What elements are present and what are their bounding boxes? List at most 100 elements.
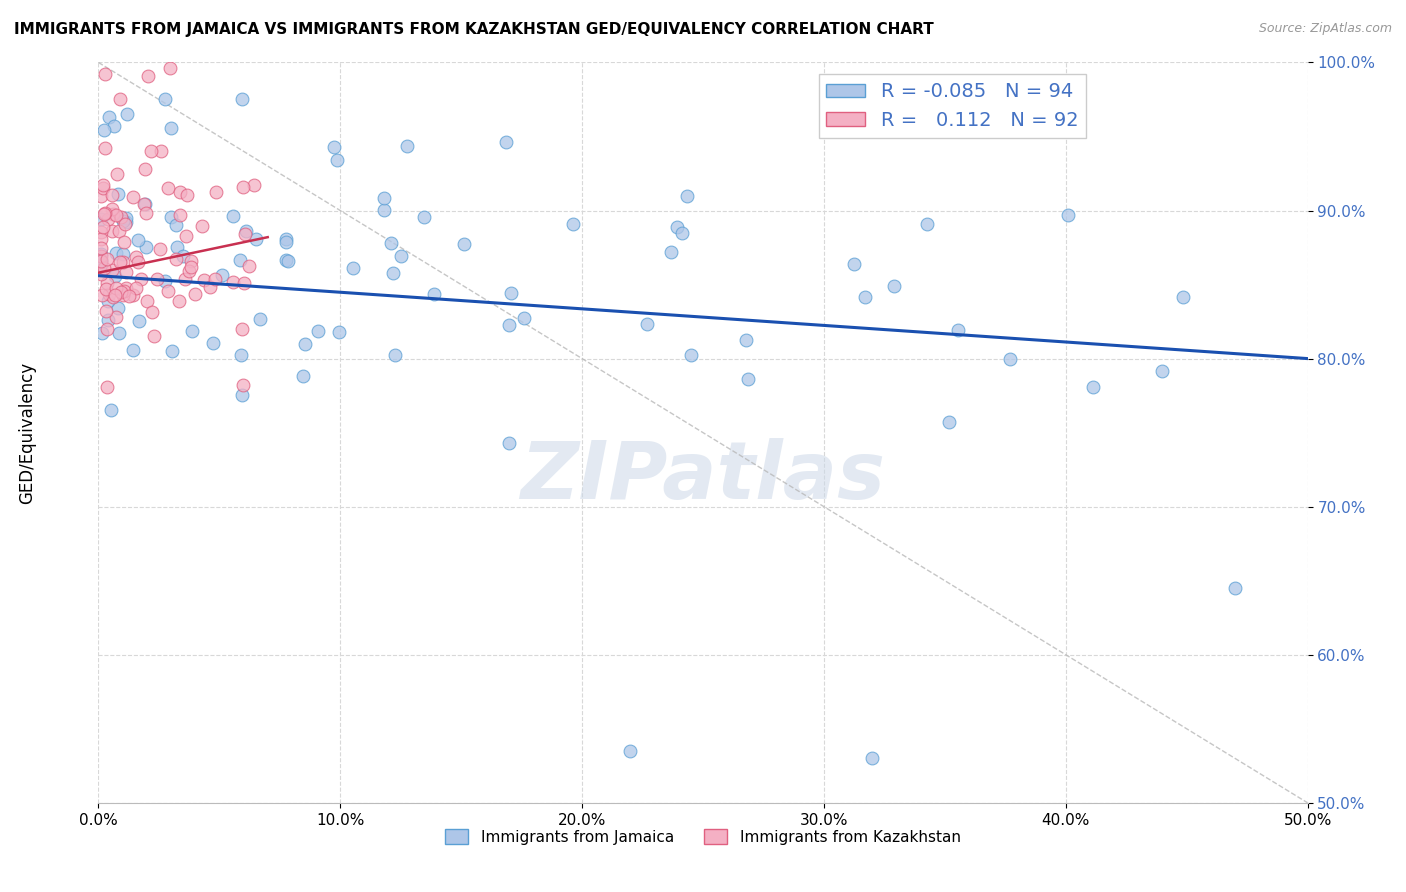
Point — [90, 189, 112, 203]
Point — [111, 213, 134, 227]
Point — [249, 311, 271, 326]
Point — [159, 62, 181, 76]
Point — [495, 135, 517, 149]
Point — [243, 178, 266, 193]
Point — [114, 217, 136, 231]
Y-axis label: GED/Equivalency: GED/Equivalency — [18, 361, 37, 504]
Point — [499, 285, 522, 300]
Point — [1056, 208, 1078, 222]
Point — [115, 107, 138, 121]
Point — [277, 253, 299, 268]
Point — [948, 322, 970, 336]
Point — [172, 250, 194, 264]
Point — [193, 273, 215, 287]
Point — [114, 211, 136, 226]
Point — [160, 210, 183, 224]
Point — [190, 219, 212, 233]
Point — [562, 217, 585, 231]
Point — [115, 281, 138, 295]
Point — [235, 224, 257, 238]
Point — [184, 286, 207, 301]
Point — [118, 289, 141, 303]
Point — [1223, 581, 1246, 595]
Point — [90, 232, 112, 246]
Point — [238, 260, 260, 274]
Point — [235, 227, 257, 241]
Point — [101, 187, 124, 202]
Point — [679, 348, 702, 362]
Point — [90, 254, 112, 268]
Point — [1081, 380, 1104, 394]
Point — [135, 206, 157, 220]
Point — [105, 167, 128, 181]
Point — [384, 348, 406, 362]
Point — [373, 191, 395, 205]
Point — [1171, 290, 1194, 304]
Point — [174, 272, 197, 286]
Point — [105, 310, 128, 324]
Point — [96, 252, 118, 266]
Point — [96, 282, 118, 296]
Point — [853, 289, 876, 303]
Point — [160, 120, 183, 135]
Point — [860, 751, 883, 765]
Point — [513, 311, 536, 326]
Point — [222, 275, 245, 289]
Point — [149, 242, 172, 256]
Point — [422, 287, 444, 301]
Point — [169, 186, 191, 200]
Point — [129, 272, 152, 286]
Point — [373, 202, 395, 217]
Point — [453, 237, 475, 252]
Point — [380, 236, 402, 251]
Text: IMMIGRANTS FROM JAMAICA VS IMMIGRANTS FROM KAZAKHSTAN GED/EQUIVALENCY CORRELATIO: IMMIGRANTS FROM JAMAICA VS IMMIGRANTS FR… — [14, 22, 934, 37]
Text: Source: ZipAtlas.com: Source: ZipAtlas.com — [1258, 22, 1392, 36]
Point — [100, 202, 122, 216]
Point — [100, 402, 122, 417]
Point — [132, 197, 155, 211]
Point — [90, 259, 112, 273]
Point — [174, 229, 197, 244]
Point — [395, 139, 418, 153]
Point — [169, 208, 191, 222]
Point — [619, 744, 641, 758]
Point — [231, 92, 253, 106]
Point — [128, 314, 150, 328]
Point — [98, 110, 121, 124]
Point — [94, 205, 117, 219]
Point — [100, 263, 122, 277]
Point — [274, 252, 297, 267]
Point — [231, 322, 253, 336]
Point — [737, 372, 759, 386]
Point — [938, 415, 960, 429]
Point — [202, 335, 225, 350]
Point — [122, 288, 145, 302]
Point — [121, 190, 143, 204]
Point — [325, 153, 347, 167]
Point — [200, 279, 222, 293]
Point — [498, 435, 520, 450]
Point — [90, 246, 112, 260]
Point — [138, 69, 160, 83]
Point — [90, 212, 112, 227]
Point — [108, 224, 131, 238]
Point — [205, 186, 228, 200]
Point — [676, 189, 699, 203]
Point — [90, 253, 112, 268]
Point — [141, 304, 163, 318]
Point — [134, 196, 156, 211]
Point — [97, 211, 120, 226]
Point — [108, 255, 131, 269]
Point — [382, 266, 405, 280]
Point — [165, 218, 187, 232]
Point — [127, 254, 149, 268]
Point — [998, 352, 1021, 367]
Point — [659, 244, 682, 259]
Point — [412, 211, 434, 225]
Point — [90, 288, 112, 302]
Point — [124, 250, 146, 264]
Point — [105, 208, 128, 222]
Point — [112, 235, 135, 249]
Point — [211, 268, 233, 282]
Point — [112, 246, 135, 260]
